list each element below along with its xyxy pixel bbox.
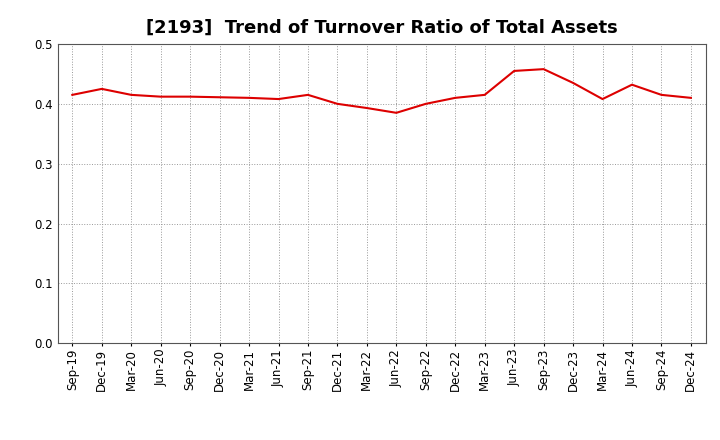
Title: [2193]  Trend of Turnover Ratio of Total Assets: [2193] Trend of Turnover Ratio of Total … — [145, 19, 618, 37]
